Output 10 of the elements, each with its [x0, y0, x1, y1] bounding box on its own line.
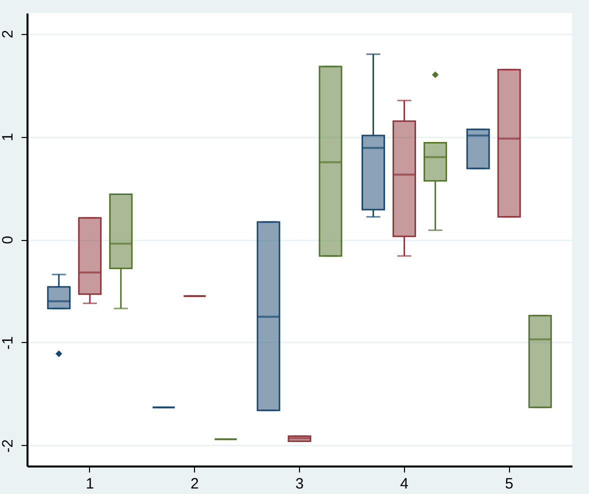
y-tick-label: 2	[0, 30, 16, 38]
y-tick-label: 1	[0, 132, 16, 142]
x-tick-label: 5	[504, 476, 514, 492]
x-tick-label: 1	[86, 476, 94, 492]
x-tick-label: 3	[295, 476, 304, 492]
y-tick-label: 0	[0, 236, 16, 244]
x-tick-label: 2	[190, 476, 199, 492]
y-tick-label: -2	[0, 439, 16, 453]
y-tick-label: -1	[0, 336, 16, 350]
x-tick-label: 4	[400, 476, 408, 492]
